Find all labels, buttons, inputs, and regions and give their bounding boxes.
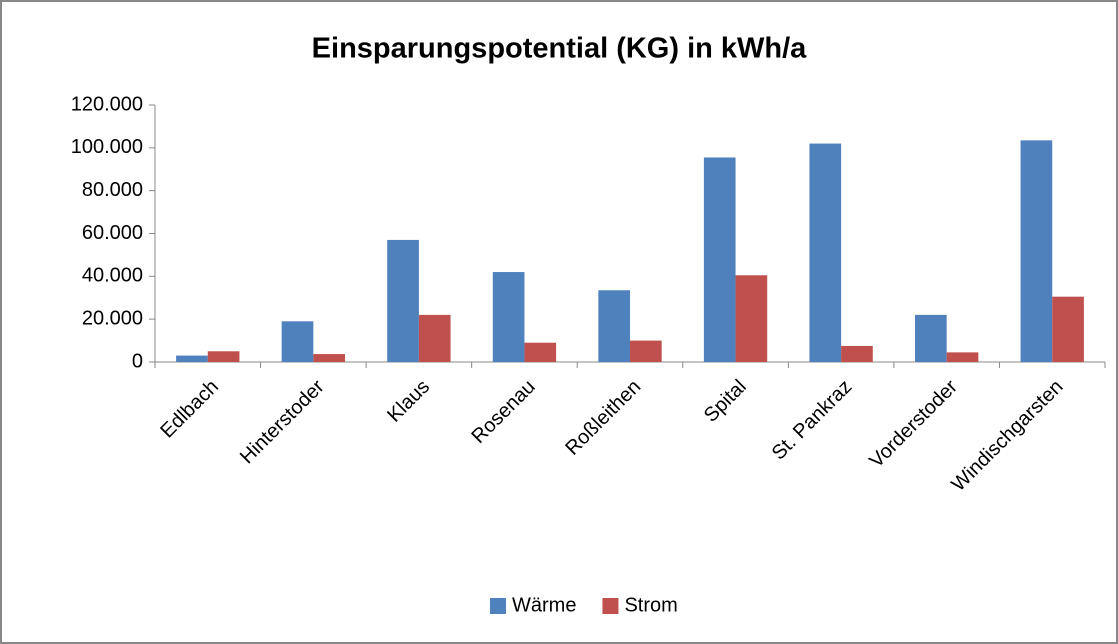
y-tick-label: 100.000 (71, 136, 143, 158)
bar (841, 345, 873, 362)
legend-label: Strom (624, 594, 677, 616)
bar (418, 314, 451, 362)
y-tick-label: 40.000 (82, 265, 143, 287)
y-tick-label: 80.000 (82, 179, 143, 201)
bar (176, 355, 208, 362)
bar (598, 290, 630, 362)
y-tick-label: 0 (132, 350, 143, 372)
bar (492, 272, 525, 362)
bar (915, 314, 947, 362)
bar (207, 351, 240, 362)
bar (281, 321, 314, 362)
bar (1020, 140, 1053, 362)
bar (1052, 296, 1084, 362)
bar (630, 340, 662, 362)
legend-swatch (602, 598, 619, 614)
y-tick-label: 20.000 (82, 307, 143, 329)
legend-label: Wärme (512, 594, 576, 616)
bar (703, 157, 736, 362)
bar (946, 352, 979, 362)
bar (524, 342, 557, 362)
bar (735, 275, 768, 362)
bar (809, 143, 842, 362)
chart-title: Einsparungspotential (KG) in kWh/a (312, 33, 808, 65)
y-tick-label: 60.000 (82, 222, 143, 244)
bar (313, 354, 345, 362)
y-tick-label: 120.000 (71, 93, 143, 115)
legend-swatch (490, 598, 506, 614)
bar (387, 239, 419, 362)
